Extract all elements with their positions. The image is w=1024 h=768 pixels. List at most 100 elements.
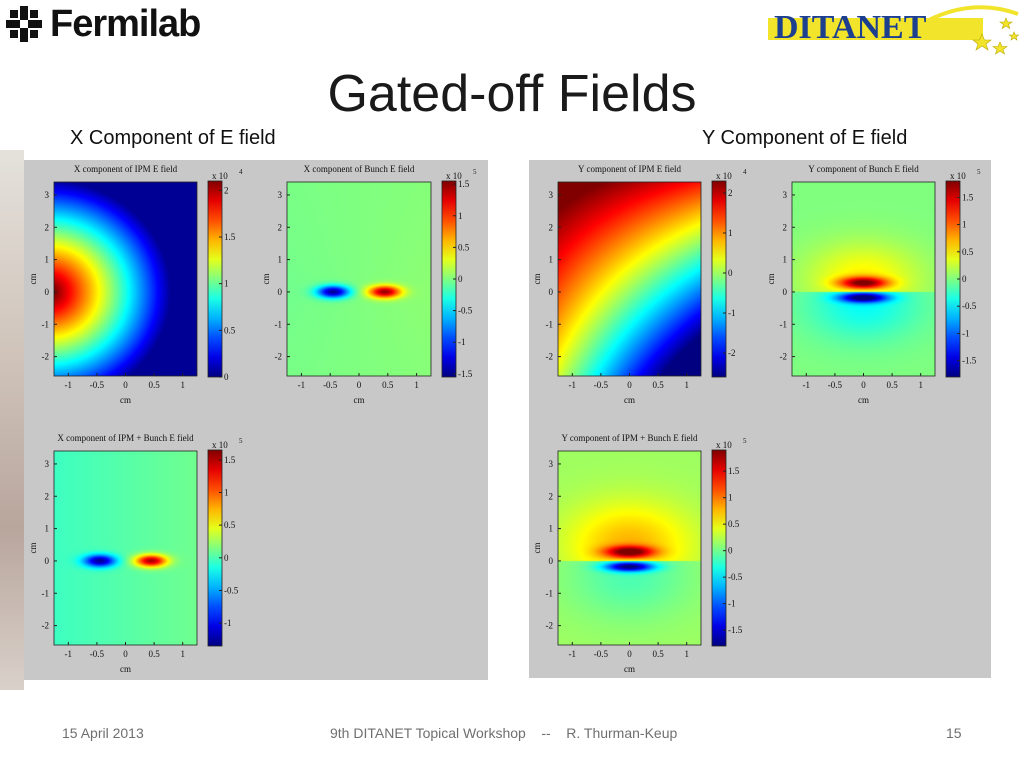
y-tick-label: 3 — [549, 459, 554, 469]
colorbar-tick-label: 0 — [962, 274, 967, 284]
x-tick-label: 1 — [918, 380, 923, 390]
x-tick-label: 0.5 — [652, 649, 664, 659]
background-photo-strip — [0, 150, 24, 690]
y-tick-label: 3 — [549, 190, 554, 200]
y-tick-label: 2 — [549, 222, 554, 232]
colorbar-tick-label: 2 — [728, 188, 733, 198]
colorbar-multiplier: x 10 — [212, 440, 228, 450]
colorbar-tick-label: 0.5 — [224, 520, 236, 530]
colorbar-exponent: 4 — [743, 168, 747, 176]
x-tick-label: 0 — [627, 380, 632, 390]
heatmap-field — [558, 451, 701, 645]
heatmap-x-bunch: X component of Bunch E field -1 -0.5 0 0.5 1 -… — [261, 164, 477, 405]
colorbar-tick-label: 0 — [458, 274, 463, 284]
footer-date: 15 April 2013 — [62, 725, 144, 741]
colorbar-tick-label: 0 — [224, 372, 229, 382]
x-tick-label: 0 — [123, 380, 128, 390]
y-tick-label: -2 — [42, 352, 50, 362]
colorbar-tick-label: 0 — [224, 553, 229, 563]
colorbar-exponent: 5 — [743, 437, 747, 445]
y-tick-label: -2 — [42, 621, 50, 631]
colorbar-tick-label: -1 — [224, 618, 232, 628]
y-axis-label: cm — [28, 543, 38, 554]
x-axis-label: cm — [858, 395, 869, 405]
x-tick-label: 0 — [627, 649, 632, 659]
x-component-label: X Component of E field — [70, 127, 276, 149]
y-tick-label: -1 — [546, 319, 554, 329]
x-axis-label: cm — [624, 664, 635, 674]
plot-title: Y component of IPM E field — [578, 164, 681, 174]
colorbar-tick-label: -0.5 — [962, 301, 977, 311]
x-tick-label: -0.5 — [323, 380, 338, 390]
x-tick-label: 0.5 — [382, 380, 394, 390]
colorbar-tick-label: -1 — [728, 308, 736, 318]
colorbar-tick-label: 0.5 — [224, 325, 236, 335]
x-tick-label: 0.5 — [148, 649, 160, 659]
colorbar-tick-label: 1 — [728, 228, 733, 238]
x-tick-label: 0.5 — [148, 380, 160, 390]
x-tick-label: -0.5 — [90, 649, 105, 659]
y-tick-label: 2 — [45, 222, 50, 232]
colorbar-multiplier: x 10 — [716, 440, 732, 450]
y-tick-label: 1 — [45, 524, 50, 534]
x-tick-label: -0.5 — [594, 649, 609, 659]
colorbar-tick-label: -1 — [458, 337, 466, 347]
colorbar-tick-label: 0 — [728, 268, 733, 278]
x-tick-label: 1 — [180, 380, 185, 390]
heatmap-field — [54, 451, 197, 645]
colorbar-tick-label: 1 — [224, 279, 229, 289]
y-tick-label: 3 — [45, 190, 50, 200]
y-tick-label: -1 — [780, 319, 788, 329]
colorbar-tick-label: 1.5 — [224, 232, 236, 242]
colorbar-tick-label: 1.5 — [728, 466, 740, 476]
y-tick-label: 2 — [45, 491, 50, 501]
x-tick-label: 0 — [861, 380, 866, 390]
x-tick-label: 0 — [357, 380, 362, 390]
y-tick-label: -2 — [780, 352, 788, 362]
y-tick-label: 1 — [549, 255, 554, 265]
y-tick-label: 0 — [549, 287, 554, 297]
fermilab-wordmark: Fermilab — [50, 2, 201, 45]
x-tick-label: 1 — [180, 649, 185, 659]
x-tick-label: -0.5 — [594, 380, 609, 390]
x-tick-label: -1 — [803, 380, 811, 390]
colorbar-tick-label: 1.5 — [962, 192, 974, 202]
colorbar-tick-label: -0.5 — [224, 585, 239, 595]
heatmap-field — [287, 182, 431, 376]
y-tick-label: 0 — [549, 556, 554, 566]
plot-title: X component of IPM E field — [74, 164, 178, 174]
y-tick-label: -1 — [42, 588, 50, 598]
colorbar-tick-label: 0.5 — [728, 519, 740, 529]
x-tick-label: 1 — [414, 380, 419, 390]
heatmap-y-ipm-bunch: Y component of IPM + Bunch E field -1 -0.5… — [532, 433, 747, 674]
colorbar-tick-label: -1 — [728, 599, 736, 609]
y-axis-label: cm — [532, 543, 542, 554]
x-tick-label: 1 — [684, 649, 689, 659]
colorbar-tick-label: -0.5 — [728, 572, 743, 582]
y-tick-label: -1 — [42, 319, 50, 329]
colorbar-tick-label: 0.5 — [962, 247, 974, 257]
colorbar-tick-label: 1 — [458, 211, 463, 221]
plot-title: X component of IPM + Bunch E field — [57, 433, 194, 443]
y-tick-label: 1 — [45, 255, 50, 265]
colorbar-exponent: 4 — [239, 168, 243, 176]
plot-title: Y component of Bunch E field — [808, 164, 919, 174]
y-tick-label: 0 — [45, 556, 50, 566]
plot-title: Y component of IPM + Bunch E field — [562, 433, 698, 443]
y-axis-label: cm — [28, 274, 38, 285]
colorbar-exponent: 5 — [239, 437, 243, 445]
y-tick-label: -1 — [275, 319, 283, 329]
y-tick-label: 1 — [278, 255, 283, 265]
y-tick-label: 3 — [278, 190, 283, 200]
fermilab-symbol-icon — [6, 6, 42, 42]
y-tick-label: 2 — [278, 222, 283, 232]
colorbar-exponent: 5 — [977, 168, 981, 176]
colorbar — [207, 180, 223, 378]
y-axis-label: cm — [532, 274, 542, 285]
y-tick-label: 1 — [549, 524, 554, 534]
x-tick-label: -1 — [65, 380, 73, 390]
colorbar-tick-label: 0.5 — [458, 242, 470, 252]
heatmap-y-ipm: Y component of IPM E field -1 -0.5 0 0.5 1 -2 -… — [532, 164, 747, 405]
colorbar-multiplier: x 10 — [212, 171, 228, 181]
heatmap-x-ipm: X component of IPM E field -1 -0.5 0 0.5 1 -2 -… — [28, 164, 243, 405]
